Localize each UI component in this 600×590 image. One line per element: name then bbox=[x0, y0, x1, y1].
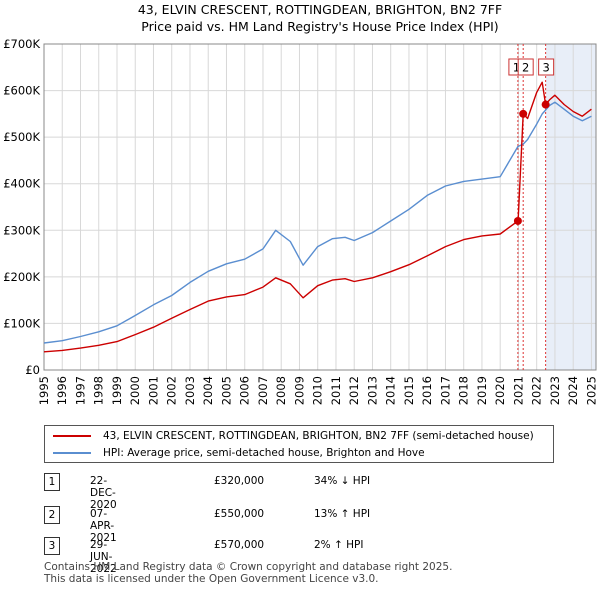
x-tick-label: 2013 bbox=[365, 376, 379, 405]
sale-point bbox=[513, 216, 522, 225]
legend-label-hpi: HPI: Average price, semi-detached house,… bbox=[103, 447, 425, 459]
y-tick-label: £200K bbox=[3, 270, 40, 284]
transaction-hpi: 34% ↓ HPI bbox=[314, 475, 371, 487]
legend-label-property: 43, ELVIN CRESCENT, ROTTINGDEAN, BRIGHTO… bbox=[103, 430, 534, 442]
x-tick-label: 2022 bbox=[530, 376, 544, 405]
x-tick-label: 2002 bbox=[165, 376, 179, 405]
sale-point bbox=[541, 100, 550, 109]
y-tick-label: £300K bbox=[3, 223, 40, 237]
transaction-number: 1 bbox=[44, 473, 60, 491]
sale-marker-label: 2 bbox=[522, 61, 529, 75]
transaction-date: 22-DEC-2020 bbox=[90, 475, 117, 511]
y-tick-label: £100K bbox=[3, 316, 40, 330]
plot-frame bbox=[43, 43, 597, 371]
sale-marker-box bbox=[517, 58, 534, 76]
y-tick-label: £0 bbox=[25, 363, 40, 377]
x-tick-label: 2007 bbox=[256, 376, 270, 405]
legend-item-property: 43, ELVIN CRESCENT, ROTTINGDEAN, BRIGHTO… bbox=[45, 428, 534, 444]
sale-marker-label: 3 bbox=[542, 61, 549, 75]
sale-point bbox=[519, 109, 528, 118]
footer-line-copyright: Contains HM Land Registry data © Crown c… bbox=[44, 561, 453, 573]
x-tick-label: 2005 bbox=[219, 376, 233, 405]
chart-subtitle: Price paid vs. HM Land Registry's House … bbox=[141, 19, 498, 34]
x-tick-label: 2010 bbox=[311, 376, 325, 405]
x-tick-label: 2004 bbox=[201, 376, 215, 405]
legend: 43, ELVIN CRESCENT, ROTTINGDEAN, BRIGHTO… bbox=[44, 425, 554, 463]
x-tick-label: 2020 bbox=[493, 376, 507, 405]
x-tick-label: 1995 bbox=[37, 376, 51, 405]
x-tick-label: 2019 bbox=[475, 376, 489, 405]
x-tick-label: 2006 bbox=[238, 376, 252, 405]
x-tick-label: 2000 bbox=[128, 376, 142, 405]
x-tick-label: 2023 bbox=[548, 376, 562, 405]
x-tick-label: 2018 bbox=[457, 376, 471, 405]
transaction-date: 29-JUN-2022 bbox=[90, 539, 117, 575]
transaction-hpi: 2% ↑ HPI bbox=[314, 539, 364, 551]
hpi-line bbox=[43, 101, 592, 344]
transaction-price: £320,000 bbox=[214, 475, 265, 487]
x-tick-label: 2021 bbox=[511, 376, 525, 405]
plot-area bbox=[44, 44, 596, 370]
sale-marker-box bbox=[538, 58, 555, 76]
transaction-price: £570,000 bbox=[214, 539, 265, 551]
legend-swatch-hpi bbox=[53, 452, 91, 454]
x-tick-label: 1999 bbox=[110, 376, 124, 405]
x-tick-label: 2011 bbox=[329, 376, 343, 405]
y-tick-label: £500K bbox=[3, 130, 40, 144]
y-tick-label: £400K bbox=[3, 177, 40, 191]
y-tick-label: £600K bbox=[3, 84, 40, 98]
chart-title: 43, ELVIN CRESCENT, ROTTINGDEAN, BRIGHTO… bbox=[138, 2, 502, 17]
x-tick-label: 2024 bbox=[566, 376, 580, 405]
transaction-number: 2 bbox=[44, 506, 60, 524]
x-tick-label: 2003 bbox=[183, 376, 197, 405]
property-price-line bbox=[43, 81, 592, 353]
projection-shading bbox=[545, 44, 596, 370]
x-tick-label: 2016 bbox=[420, 376, 434, 405]
x-tick-label: 2008 bbox=[274, 376, 288, 405]
x-tick-label: 2012 bbox=[347, 376, 361, 405]
footer-line-licence: This data is licensed under the Open Gov… bbox=[44, 573, 379, 585]
x-tick-label: 2014 bbox=[384, 376, 398, 405]
transaction-date: 07-APR-2021 bbox=[90, 508, 117, 544]
legend-item-hpi: HPI: Average price, semi-detached house,… bbox=[45, 445, 425, 461]
footer: Contains HM Land Registry data © Crown c… bbox=[44, 561, 452, 585]
x-tick-label: 1998 bbox=[92, 376, 106, 405]
x-tick-label: 2001 bbox=[146, 376, 160, 405]
x-tick-label: 2017 bbox=[438, 376, 452, 405]
legend-swatch-property bbox=[53, 435, 91, 437]
y-tick-label: £700K bbox=[3, 37, 40, 51]
x-tick-label: 2009 bbox=[292, 376, 306, 405]
sale-marker-label: 1 bbox=[513, 61, 520, 75]
x-tick-label: 1996 bbox=[55, 376, 69, 405]
transaction-price: £550,000 bbox=[214, 508, 265, 520]
x-tick-label: 2025 bbox=[584, 376, 598, 405]
price-chart: 43, ELVIN CRESCENT, ROTTINGDEAN, BRIGHTO… bbox=[3, 2, 598, 405]
transaction-number: 3 bbox=[44, 537, 60, 555]
x-tick-label: 1997 bbox=[73, 376, 87, 405]
x-tick-label: 2015 bbox=[402, 376, 416, 405]
transaction-hpi: 13% ↑ HPI bbox=[314, 508, 371, 520]
